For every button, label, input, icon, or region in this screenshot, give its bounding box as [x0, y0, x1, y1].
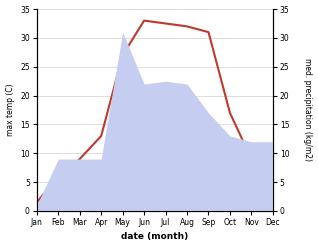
X-axis label: date (month): date (month)	[121, 232, 189, 242]
Y-axis label: max temp (C): max temp (C)	[5, 84, 15, 136]
Y-axis label: med. precipitation (kg/m2): med. precipitation (kg/m2)	[303, 59, 313, 162]
